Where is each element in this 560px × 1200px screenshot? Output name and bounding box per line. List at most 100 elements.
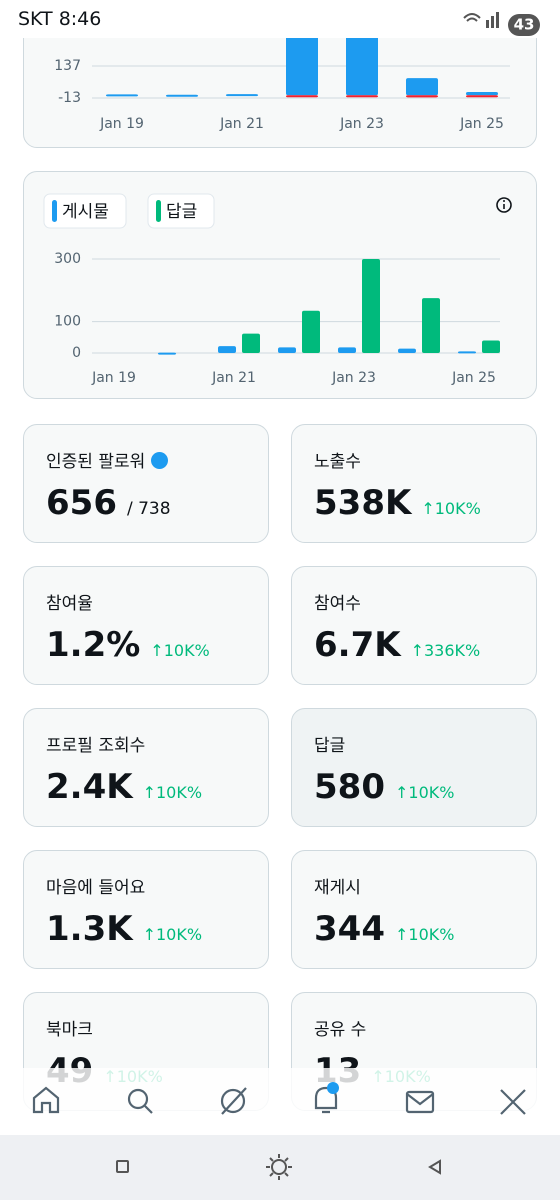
- stat-change: ↑10K%: [421, 499, 481, 518]
- x-tick-label: Jan 19: [91, 370, 136, 386]
- stat-change: ↑10K%: [150, 641, 210, 660]
- stat-value-row: 656 / 738: [46, 483, 171, 523]
- x-tick-label: Jan 25: [459, 116, 504, 132]
- bar: [422, 298, 440, 353]
- stat-value-row: 580 ↑10K%: [314, 767, 454, 807]
- recent-button[interactable]: [116, 1160, 129, 1173]
- notifications-icon[interactable]: [314, 1086, 338, 1114]
- verified-icon: [151, 452, 169, 469]
- stat-value: 538K: [314, 483, 412, 523]
- bar: [338, 347, 356, 353]
- home-icon[interactable]: [32, 1086, 60, 1114]
- stat-value-row: 2.4K ↑10K%: [46, 767, 202, 807]
- bar: [226, 94, 258, 97]
- messages-icon[interactable]: [405, 1090, 435, 1114]
- legend-box: [43, 193, 127, 229]
- stat-label: 참여율: [46, 594, 93, 614]
- stat-change: ↑10K%: [142, 925, 203, 944]
- y-tick-label: 137: [54, 58, 81, 74]
- stat-change: ↑336K%: [410, 641, 481, 660]
- y-tick-label: 300: [54, 251, 81, 267]
- x-tick-label: Jan 21: [211, 370, 256, 386]
- charts: 137 -13 Jan 19 Jan 21 Jan 23 Jan 25 300 100 0 Ja…: [43, 38, 512, 386]
- stat-card: 마음에 들어요 1.3K ↑10K%: [23, 850, 269, 969]
- info-icon[interactable]: [496, 197, 512, 213]
- stat-label: 마음에 들어요: [46, 878, 146, 898]
- stat-change: ↑10K%: [394, 783, 455, 802]
- bar: [278, 347, 296, 353]
- stat-value: 344: [314, 909, 385, 949]
- legend-label: 게시물: [62, 202, 109, 222]
- stat-card: 노출수 538K ↑10K%: [291, 424, 537, 543]
- stat-card: 참여율 1.2% ↑10K%: [23, 566, 269, 685]
- bar: [158, 352, 176, 355]
- stat-value-row: 1.2% ↑10K%: [46, 625, 210, 665]
- stat-value-row: 538K ↑10K%: [314, 483, 481, 523]
- stat-card: 인증된 팔로워 656 / 738: [23, 424, 269, 543]
- y-tick-label: 100: [54, 314, 81, 330]
- x-tick-label: Jan 25: [451, 370, 496, 386]
- bar: [166, 94, 198, 97]
- bar: [466, 95, 498, 98]
- stat-value-row: 344 ↑10K%: [314, 909, 454, 949]
- y-tick-label: 0: [72, 345, 81, 361]
- stat-card: 재게시 344 ↑10K%: [291, 850, 537, 969]
- legend-label: 답글: [166, 202, 197, 222]
- search-icon[interactable]: [127, 1088, 153, 1114]
- stat-value-row: 6.7K ↑336K%: [314, 625, 480, 665]
- stat-label: 재게시: [314, 878, 361, 898]
- bar: [242, 333, 260, 353]
- x-tick-label: Jan 23: [331, 370, 376, 386]
- x-tick-label: Jan 19: [99, 116, 144, 132]
- stat-card: 답글 580 ↑10K%: [291, 708, 537, 827]
- x-tick-label: Jan 23: [339, 116, 384, 132]
- back-button[interactable]: [428, 1159, 441, 1175]
- bar: [218, 346, 236, 353]
- stat-value: 1.2%: [46, 625, 141, 665]
- grok-icon[interactable]: [220, 1087, 247, 1115]
- chart-bottom: 300 100 0 Jan 19 Jan 21 Jan 23 Jan 25 게시물 답글: [43, 193, 500, 386]
- stat-total: / 738: [126, 499, 171, 519]
- battery: 43: [514, 16, 535, 34]
- bottom-nav: [0, 1068, 560, 1135]
- brightness-button[interactable]: [266, 1154, 292, 1180]
- carrier-time: SKT 8:46: [18, 8, 102, 30]
- stat-label: 인증된 팔로워: [46, 447, 169, 472]
- bar: [302, 310, 320, 353]
- stat-label: 공유 수: [314, 1020, 367, 1040]
- bar: [286, 95, 318, 98]
- system-nav: [0, 1135, 560, 1200]
- stat-change: ↑10K%: [142, 783, 203, 802]
- bar: [398, 348, 416, 353]
- bar: [466, 92, 498, 96]
- bar: [286, 38, 318, 96]
- y-tick-label: -13: [58, 90, 81, 106]
- bar: [406, 78, 438, 96]
- bar: [482, 340, 500, 353]
- stat-value: 6.7K: [314, 625, 401, 665]
- stat-value: 2.4K: [46, 767, 133, 807]
- nav-icons: [32, 1082, 526, 1115]
- x-icon[interactable]: [500, 1089, 526, 1115]
- stat-change: ↑10K%: [394, 925, 455, 944]
- bar: [458, 351, 476, 354]
- legend-box: [147, 193, 215, 229]
- stat-label: 노출수: [314, 452, 361, 472]
- legend-swatch: [156, 200, 161, 222]
- bar: [362, 259, 380, 353]
- stat-value: 656: [46, 483, 117, 523]
- stat-card: 프로필 조회수 2.4K ↑10K%: [23, 708, 269, 827]
- stat-value: 580: [314, 767, 385, 807]
- stat-value-row: 1.3K ↑10K%: [46, 909, 202, 949]
- legend-swatch: [52, 200, 57, 222]
- status-icons: 43: [463, 12, 540, 36]
- status-bar: SKT 8:46 43: [0, 0, 560, 38]
- bar: [346, 95, 378, 98]
- bar: [346, 38, 378, 96]
- stat-label: 답글: [314, 736, 346, 756]
- stat-label: 프로필 조회수: [46, 736, 146, 756]
- bar: [106, 94, 138, 97]
- stat-value: 1.3K: [46, 909, 133, 949]
- chart-top: 137 -13 Jan 19 Jan 21 Jan 23 Jan 25: [54, 38, 510, 132]
